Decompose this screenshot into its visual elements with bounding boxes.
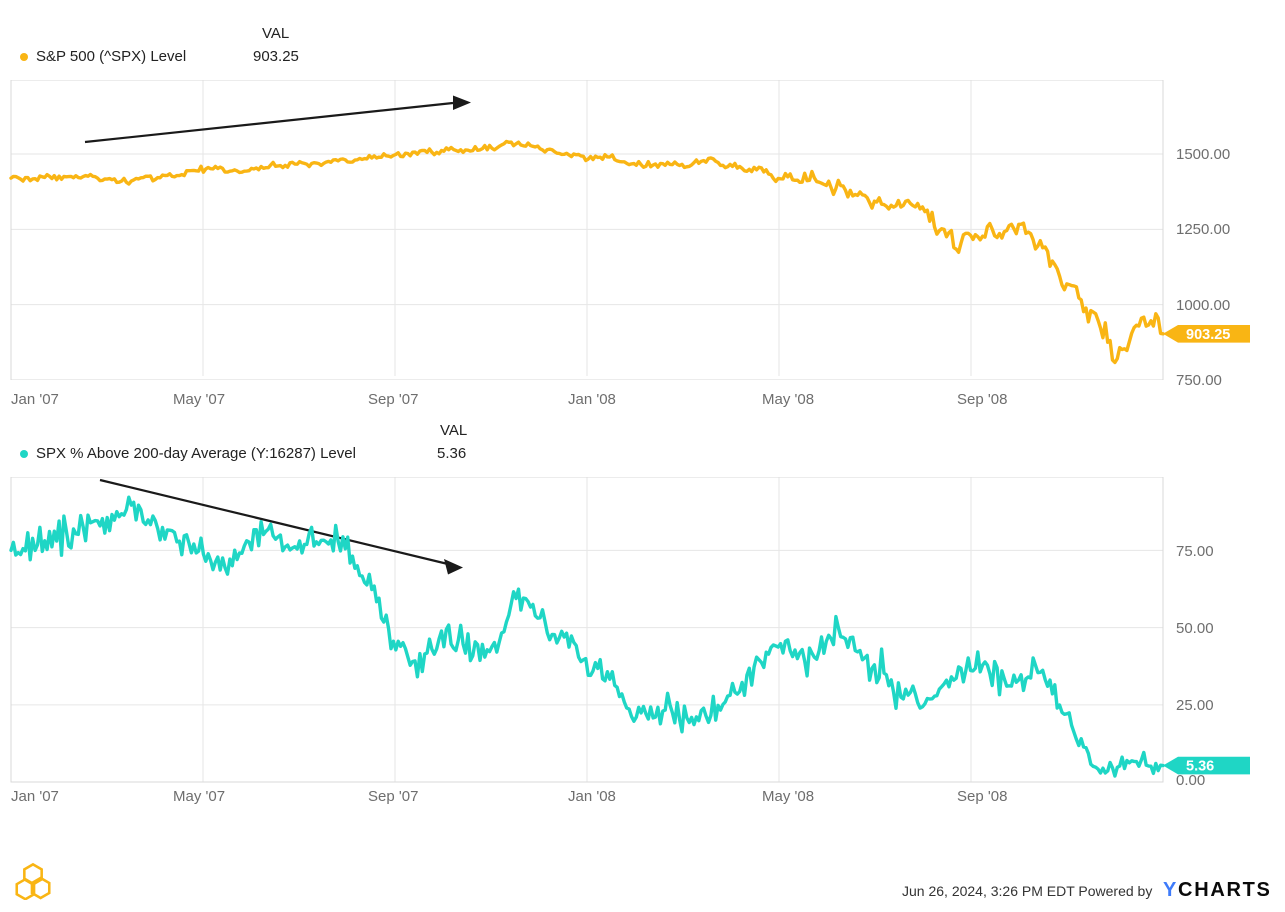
svg-text:903.25: 903.25 — [1186, 327, 1230, 343]
